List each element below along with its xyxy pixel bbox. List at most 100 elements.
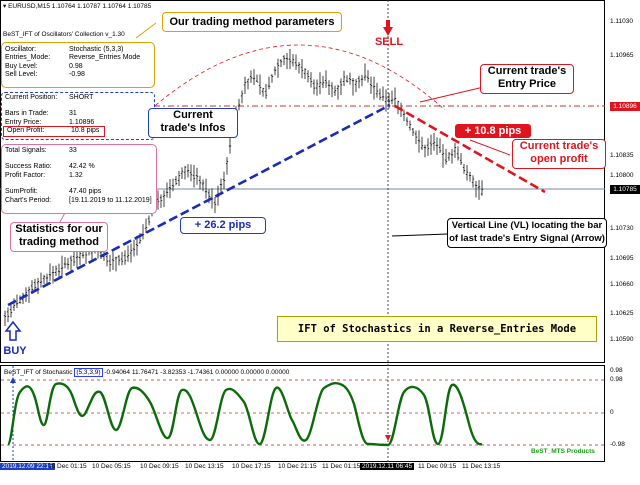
time-tick: 10 Dec 05:15 xyxy=(92,463,131,470)
stats-row: Profit Factor: 1.32 xyxy=(2,172,156,180)
stats-key: Total Signals: xyxy=(5,147,47,154)
chart-header: ▾ EURUSD,M15 1.10764 1.10787 1.10764 1.1… xyxy=(3,2,151,10)
current-price-box: 1.10785 xyxy=(610,185,640,194)
trade-info-key: Open Profit: xyxy=(7,127,45,135)
time-tick: 10 Dec 21:15 xyxy=(278,463,317,470)
time-tick: 11 Dec 09:15 xyxy=(418,463,457,470)
oscillator-line xyxy=(6,382,483,447)
price-tick: 1.10800 xyxy=(610,172,634,179)
open-profit-callout: Current trade's open profit xyxy=(512,139,606,169)
sell-arrow xyxy=(383,20,393,36)
time-tick: 10 Dec 01:15 xyxy=(48,463,87,470)
indicator-values: -0.94064 11.76471 -3.82353 -1.74361 0.00… xyxy=(104,369,290,376)
ind-axis-lower-level: -0.98 xyxy=(610,441,625,448)
stats-value: 1.32 xyxy=(69,171,83,179)
param-row: Entries_Mode: Reverse_Entries Mode xyxy=(2,54,154,62)
position-key: Current Position: xyxy=(5,94,58,101)
ind-axis-top: 0.98 xyxy=(610,367,623,374)
param-row: Buy Level: 0.98 xyxy=(2,63,154,71)
chart-icon: ▾ xyxy=(3,3,7,10)
price-tick: 1.10625 xyxy=(610,310,634,317)
indicator-title: BeST_IFT of Oscillators' Collection v_1.… xyxy=(3,31,125,38)
bull-trend-line xyxy=(7,103,391,307)
time-tick: 11 Dec 13:15 xyxy=(462,463,501,470)
param-value: Stochastic (5,3,3) xyxy=(69,46,124,53)
ind-axis-mid: 0 xyxy=(610,409,614,416)
stats-row: Chart's Period: [19.11.2019 to 11.12.2019… xyxy=(2,197,156,205)
params-connector xyxy=(135,22,157,39)
pips-long-badge: + 26.2 pips xyxy=(180,217,266,234)
stats-row: SumProfit: 47.40 pips xyxy=(2,188,156,196)
param-value: -0.98 xyxy=(69,71,85,79)
indicator-name: BeST_IFT of Stochastic xyxy=(4,369,73,376)
symbol-label: EURUSD,M15 xyxy=(8,3,50,10)
time-tick: 10 Dec 17:15 xyxy=(232,463,271,470)
trade-info-row: Bars in Trade: 31 xyxy=(2,110,154,118)
price-tick: 1.10835 xyxy=(610,152,634,159)
ind-axis-upper-level: 0.98 xyxy=(610,376,623,383)
infos-callout-line1: Current xyxy=(173,109,213,121)
stats-key: Profit Factor: xyxy=(5,171,46,179)
price-tick: 1.10660 xyxy=(610,281,634,288)
entry-connector xyxy=(419,85,489,103)
entry-callout: Current trade's Entry Price xyxy=(480,64,574,94)
sell-label: SELL xyxy=(374,36,404,48)
ind-buy-mark xyxy=(10,377,16,383)
params-callout: Our trading method parameters xyxy=(162,12,342,32)
trade-info-value: 31 xyxy=(69,110,77,118)
infos-callout: Current trade's Infos xyxy=(148,108,238,138)
trade-info-value: 1.10896 xyxy=(69,118,95,126)
price-tick: 1.10590 xyxy=(610,336,634,343)
price-tick: 1.10965 xyxy=(610,52,634,59)
price-tick: 1.11030 xyxy=(610,18,634,25)
stats-row: Total Signals: 33 xyxy=(2,147,156,155)
entry-callout-line1: Current trade's xyxy=(487,65,567,77)
vl-connector xyxy=(391,233,449,237)
trade-info-row: Entry Price: 1.10896 xyxy=(2,119,154,127)
open-profit-callout-line1: Current trade's xyxy=(519,140,599,152)
stats-callout-line2: trading method xyxy=(18,236,100,248)
stats-callout: Statistics for our trading method xyxy=(10,222,108,252)
stats-row: Success Ratio: 42.42 % xyxy=(2,163,156,171)
buy-label: BUY xyxy=(3,345,27,357)
infos-callout-line2: trade's Infos xyxy=(160,122,226,134)
indicator-params: (5,3,3,9) xyxy=(74,368,103,377)
time-tick: 10 Dec 09:15 xyxy=(140,463,179,470)
stats-key: Chart's Period: xyxy=(5,196,52,204)
param-key: Buy Level: xyxy=(5,62,38,70)
trade-info-key: Entry Price: xyxy=(5,118,42,126)
candles xyxy=(3,48,484,327)
entry-callout-line2: Entry Price xyxy=(497,78,557,90)
params-panel: Oscillator: Stochastic (5,3,3) Entries_Mod… xyxy=(1,42,155,88)
param-value: 0.98 xyxy=(69,62,83,70)
param-key: Oscillator: xyxy=(5,46,37,53)
stats-callout-line1: Statistics for our xyxy=(15,223,103,235)
param-row: Oscillator: Stochastic (5,3,3) xyxy=(2,46,154,54)
indicator-frame xyxy=(0,365,605,462)
param-key: Sell Level: xyxy=(5,71,38,79)
pips-short-badge: + 10.8 pips xyxy=(455,124,531,138)
trade-info-row: Open Profit: 10.8 pips xyxy=(3,126,105,137)
quotes-label: 1.10764 1.10787 1.10764 1.10785 xyxy=(51,3,152,10)
dashed-arc xyxy=(149,44,446,111)
price-tick: 1.10695 xyxy=(610,255,634,262)
entry-price-box: 1.10896 xyxy=(610,102,640,111)
position-value: SHORT xyxy=(69,94,94,101)
brand-label: BeST_MTS Products xyxy=(531,448,595,455)
time-tick: 11 Dec 01:15 xyxy=(322,463,361,470)
stats-panel: Total Signals: 33 Success Ratio: 42.42 % Pro… xyxy=(1,144,157,214)
trade-info-key: Bars in Trade: xyxy=(5,110,49,118)
stats-value: 42.42 % xyxy=(69,163,95,171)
indicator-header: BeST_IFT of Stochastic (5,3,3,9) -0.9406… xyxy=(4,368,290,377)
ind-sell-mark xyxy=(385,435,391,441)
position-row: Current Position: SHORT xyxy=(2,94,154,102)
bear-trend-line xyxy=(394,104,546,194)
trade-info-value: 10.8 pips xyxy=(71,127,100,135)
param-row: Sell Level: -0.98 xyxy=(2,71,154,79)
vl-callout-line2: of last trade's Entry Signal (Arrow) xyxy=(449,233,605,244)
buy-arrow xyxy=(4,320,22,341)
stats-value: 47.40 pips xyxy=(69,188,102,196)
time-tick: 10 Dec 13:15 xyxy=(185,463,224,470)
